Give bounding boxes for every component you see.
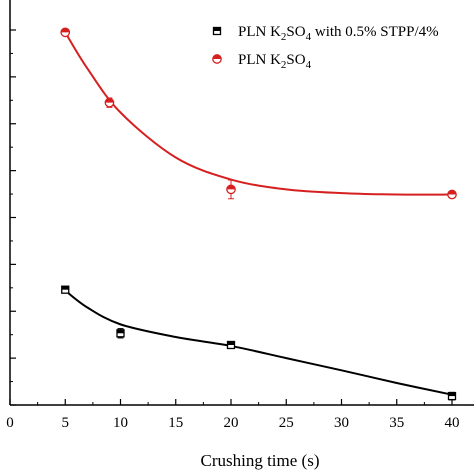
legend-label-part: SO	[286, 24, 305, 40]
data-point-stpp	[447, 391, 457, 401]
legend-label-part: 4	[306, 31, 312, 43]
marker-circle-fill	[447, 190, 457, 195]
marker-square-fill	[61, 286, 69, 290]
data-point-pln	[60, 27, 71, 38]
x-axis-label: Crushing time (s)	[201, 451, 320, 470]
marker-circle-fill	[212, 54, 222, 59]
marker-square-fill	[117, 329, 124, 334]
fit-curve-stpp	[64, 289, 453, 396]
x-tick-label: 0	[6, 415, 14, 431]
data-point-stpp	[226, 340, 236, 350]
axes: 0 5 10 15 20 25 30 35 40	[6, 0, 474, 431]
data-point-pln	[447, 189, 457, 200]
x-tick-label: 5	[62, 415, 70, 431]
legend-label-part: SO	[286, 52, 305, 68]
legend-label-stpp: PLN K2SO4 with 0.5% STPP/4%	[238, 24, 439, 43]
legend-entry-pln: PLN K2SO4	[212, 52, 312, 71]
data-point-pln	[104, 97, 115, 108]
legend-label-part: PLN K	[238, 52, 281, 68]
legend-label-part: PLN K	[238, 24, 281, 40]
x-tick-label: 10	[113, 415, 128, 431]
legend-label-part: 2	[281, 59, 287, 71]
marker-square-fill	[227, 341, 235, 345]
x-tick-label: 30	[334, 415, 349, 431]
legend-label-part: 4	[306, 59, 312, 71]
data-point-stpp	[61, 285, 70, 294]
marker-square-fill	[213, 27, 221, 31]
fit-curves	[64, 31, 453, 396]
x-tick-label: 35	[389, 415, 404, 431]
data-point-stpp	[116, 328, 125, 339]
x-tick-label: 15	[168, 415, 183, 431]
legend-label-part: 2	[281, 31, 287, 43]
marker-circle-fill	[61, 28, 70, 33]
marker-square-fill	[448, 392, 456, 397]
legend-label-pln: PLN K2SO4	[238, 52, 312, 71]
x-tick-label: 40	[445, 415, 460, 431]
legend: PLN K2SO4 with 0.5% STPP/4%PLN K2SO4	[212, 24, 439, 71]
marker-circle-fill	[226, 185, 236, 190]
x-tick-label: 20	[224, 415, 239, 431]
legend-entry-stpp: PLN K2SO4 with 0.5% STPP/4%	[212, 24, 439, 43]
x-tick-label: 25	[279, 415, 294, 431]
data-points	[60, 27, 457, 401]
marker-circle-fill	[105, 98, 114, 103]
data-point-pln	[226, 179, 236, 200]
legend-label-part: with 0.5% STPP/4%	[311, 24, 439, 40]
